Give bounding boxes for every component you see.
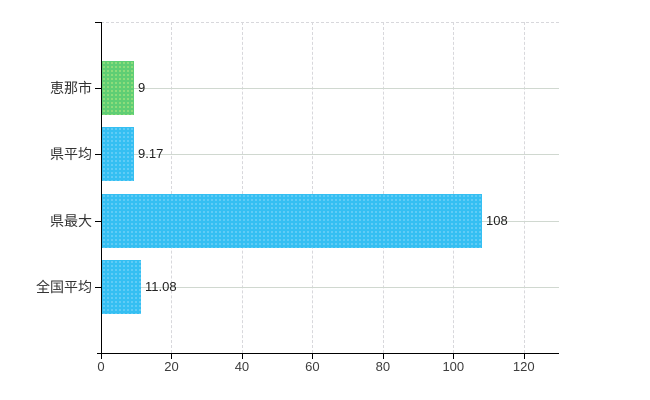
y-axis-tick — [95, 221, 101, 222]
x-axis-tick — [523, 354, 525, 359]
y-axis-tick — [95, 22, 101, 23]
bar — [102, 194, 482, 248]
bar — [102, 61, 134, 115]
bar — [102, 127, 134, 181]
y-axis-category-label: 県平均 — [50, 146, 92, 162]
x-axis-tick — [101, 354, 102, 359]
vertical-gridline — [382, 22, 384, 353]
plot-top-border — [101, 22, 559, 23]
y-axis-line — [101, 22, 102, 353]
x-axis-tick-label: 20 — [164, 359, 179, 374]
bar-value-label: 108 — [486, 213, 508, 228]
x-axis-tick-label: 0 — [97, 359, 105, 374]
vertical-gridline — [171, 22, 173, 353]
bar-value-label: 11.08 — [145, 279, 177, 294]
x-axis-tick-label: 120 — [512, 359, 535, 374]
horizontal-gridline — [102, 287, 559, 288]
x-axis-tick-label: 60 — [305, 359, 320, 374]
bar-value-label: 9.17 — [138, 146, 164, 161]
x-axis-tick-label: 100 — [442, 359, 465, 374]
vertical-gridline — [312, 22, 314, 353]
bar — [102, 260, 141, 314]
y-axis-tick — [95, 88, 101, 89]
y-axis-tick — [95, 287, 101, 288]
y-axis-category-label: 県最大 — [50, 213, 92, 229]
y-axis-category-label: 恵那市 — [50, 80, 92, 96]
x-axis-tick — [241, 354, 243, 359]
vertical-gridline — [241, 22, 243, 353]
x-axis-tick — [171, 354, 173, 359]
x-axis-tick — [382, 354, 384, 359]
horizontal-gridline — [102, 154, 559, 155]
x-axis-tick — [453, 354, 455, 359]
vertical-gridline — [523, 22, 525, 353]
y-axis-category-label: 全国平均 — [36, 279, 92, 295]
bar-value-label: 9 — [138, 80, 146, 95]
vertical-gridline — [453, 22, 455, 353]
x-axis-tick-label: 80 — [375, 359, 391, 374]
x-axis-tick-label: 40 — [234, 359, 250, 374]
y-axis-tick — [95, 154, 101, 155]
x-axis-tick — [312, 354, 314, 359]
x-axis-line — [97, 353, 559, 354]
horizontal-gridline — [102, 88, 559, 89]
